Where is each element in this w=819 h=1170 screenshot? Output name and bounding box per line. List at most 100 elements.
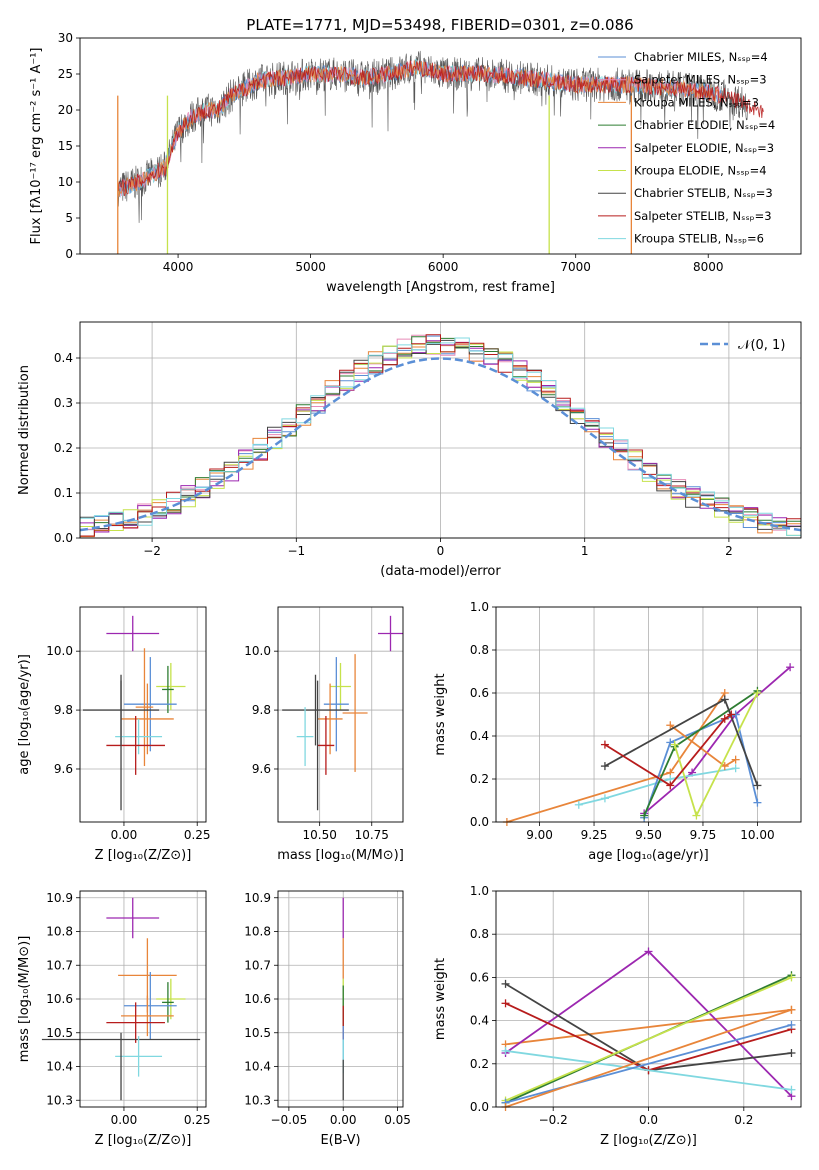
legend-label: Chabrier MILES, Nₛₛₚ=4	[634, 50, 768, 64]
legend-label: Kroupa MILES, Nₛₛₚ=3	[634, 95, 759, 109]
y-tick-label: 0.0	[54, 531, 73, 545]
y-tick-label: 25	[58, 67, 73, 81]
x-tick-label: 0.00	[111, 1113, 138, 1127]
y-tick-label: 10.4	[244, 1060, 271, 1074]
y-tick-label: 10.8	[244, 925, 271, 939]
x-tick-label: 0.25	[184, 828, 211, 842]
y-tick-label: 20	[58, 103, 73, 117]
y-tick-label: 0	[65, 247, 73, 261]
y-tick-label: 1.0	[470, 884, 489, 898]
y-tick-label: 10.3	[46, 1093, 73, 1107]
y-tick-label: 0.2	[470, 1057, 489, 1071]
legend-label: 𝒩(0, 1)	[738, 338, 785, 353]
legend-label: Salpeter MILES, Nₛₛₚ=3	[634, 73, 767, 87]
age_vs_mass-frame	[277, 606, 404, 823]
y-tick-label: 0.8	[470, 927, 489, 941]
spectrum-line	[118, 60, 764, 196]
weight-line	[578, 767, 736, 806]
x-tick-label: 2	[725, 544, 733, 558]
y-axis-label: Flux [fλ10⁻¹⁷ erg cm⁻² s⁻¹ A⁻¹]	[29, 48, 44, 245]
x-tick-label: 0.0	[639, 1113, 658, 1127]
y-tick-label: 5	[65, 211, 73, 225]
mass_vs_Z-panel: 0.00 0.25 10.3 10.4 10.5 10.6 10.7 10.8 10.9 Z [l…	[17, 890, 211, 1148]
age_vs_Z-marks	[82, 615, 186, 811]
y-tick-label: 0.4	[470, 1014, 489, 1028]
y-tick-label: 10.0	[244, 644, 271, 658]
page-title: PLATE=1771, MJD=53498, FIBERID=0301, z=0…	[246, 16, 633, 34]
x-tick-label: −2	[143, 544, 161, 558]
age_vs_Z-frame	[79, 606, 207, 823]
y-tick-label: 0.8	[470, 643, 489, 657]
y-axis-label: mass weight	[433, 958, 448, 1040]
legend-label: Chabrier STELIB, Nₛₛₚ=3	[634, 186, 773, 200]
weight-line	[505, 1049, 792, 1091]
y-tick-label: 10.0	[46, 644, 73, 658]
plots-layer: 4000 5000 6000 7000 8000051015202530waveleng…	[17, 31, 802, 1148]
y-tick-label: 9.8	[252, 703, 271, 717]
x-axis-label: mass [log₁₀(M/M⊙)]	[277, 848, 404, 863]
x-tick-label: 1	[581, 544, 589, 558]
x-axis-label: age [log₁₀(age/yr)]	[588, 848, 709, 863]
x-tick-label: 0.00	[330, 1113, 357, 1127]
weight-line	[505, 976, 792, 1102]
x-tick-label: −0.05	[270, 1113, 307, 1127]
mass_vs_ebv-panel: −0.05 0.00 0.05 10.3 10.4 10.5 10.6 10.7 10.8 10.…	[244, 890, 411, 1148]
x-tick-label: 10.75	[355, 828, 389, 842]
y-tick-label: 10.7	[46, 958, 73, 972]
y-tick-label: 10.5	[244, 1026, 271, 1040]
x-tick-label: 7000	[560, 260, 591, 274]
x-tick-label: 9.75	[690, 828, 717, 842]
x-tick-label: 9.00	[526, 828, 553, 842]
x-tick-label: 0	[437, 544, 445, 558]
y-tick-label: 0.6	[470, 686, 489, 700]
y-tick-label: 9.6	[54, 762, 73, 776]
x-tick-label: 10.50	[302, 828, 336, 842]
spectrum-marks	[117, 50, 764, 254]
y-tick-label: 30	[58, 31, 73, 45]
y-tick-label: 10.9	[244, 891, 271, 905]
y-tick-label: 9.8	[54, 703, 73, 717]
y-tick-label: 0.4	[470, 729, 489, 743]
legend-label: Kroupa STELIB, Nₛₛₚ=6	[634, 232, 764, 246]
y-axis-label: age [log₁₀(age/yr)]	[17, 654, 32, 775]
y-tick-label: 10	[58, 175, 73, 189]
x-tick-label: 6000	[428, 260, 459, 274]
y-tick-label: 0.3	[54, 396, 73, 410]
y-tick-label: 0.0	[470, 815, 489, 829]
y-tick-label: 0.1	[54, 486, 73, 500]
legend-label: Salpeter STELIB, Nₛₛₚ=3	[634, 209, 772, 223]
weight-line	[505, 1008, 792, 1108]
age_vs_Z-panel: 0.00 0.25 9.6 9.8 10.0 Z [log₁₀(Z/Z⊙)] age [lo…	[17, 606, 211, 863]
x-tick-label: −0.2	[539, 1113, 568, 1127]
y-tick-label: 10.8	[46, 925, 73, 939]
spectrum-panel: 4000 5000 6000 7000 8000 0 5 10 15 20 25 30 waveleng…	[29, 31, 802, 295]
y-tick-label: 1.0	[470, 600, 489, 614]
x-axis-label: wavelength [Angstrom, rest frame]	[326, 280, 555, 295]
x-tick-label: 9.25	[581, 828, 608, 842]
y-tick-label: 15	[58, 139, 73, 153]
x-axis-label: Z [log₁₀(Z/Z⊙)]	[95, 1133, 192, 1148]
y-axis-label: mass weight	[433, 673, 448, 755]
x-tick-label: 4000	[163, 260, 194, 274]
weight-line	[505, 1008, 792, 1046]
y-tick-label: 0.4	[54, 351, 73, 365]
weight_vs_age-marks	[502, 663, 795, 826]
y-tick-label: 9.6	[252, 762, 271, 776]
x-tick-label: 8000	[693, 260, 724, 274]
x-tick-label: 0.00	[111, 828, 138, 842]
x-tick-label: 10.00	[740, 828, 774, 842]
y-tick-label: 10.4	[46, 1060, 73, 1074]
weight-line	[643, 666, 791, 815]
y-axis-label: Normed distribution	[17, 365, 32, 495]
y-tick-label: 0.2	[470, 772, 489, 786]
y-tick-label: 0.0	[470, 1100, 489, 1114]
y-tick-label: 10.9	[46, 891, 73, 905]
legend-label: Kroupa ELODIE, Nₛₛₚ=4	[634, 164, 767, 178]
x-tick-label: −1	[287, 544, 305, 558]
x-tick-label: 0.05	[384, 1113, 411, 1127]
weight-line	[505, 1024, 792, 1104]
x-tick-label: 5000	[295, 260, 326, 274]
weight-line	[604, 713, 732, 787]
x-axis-label: E(B-V)	[320, 1133, 360, 1148]
